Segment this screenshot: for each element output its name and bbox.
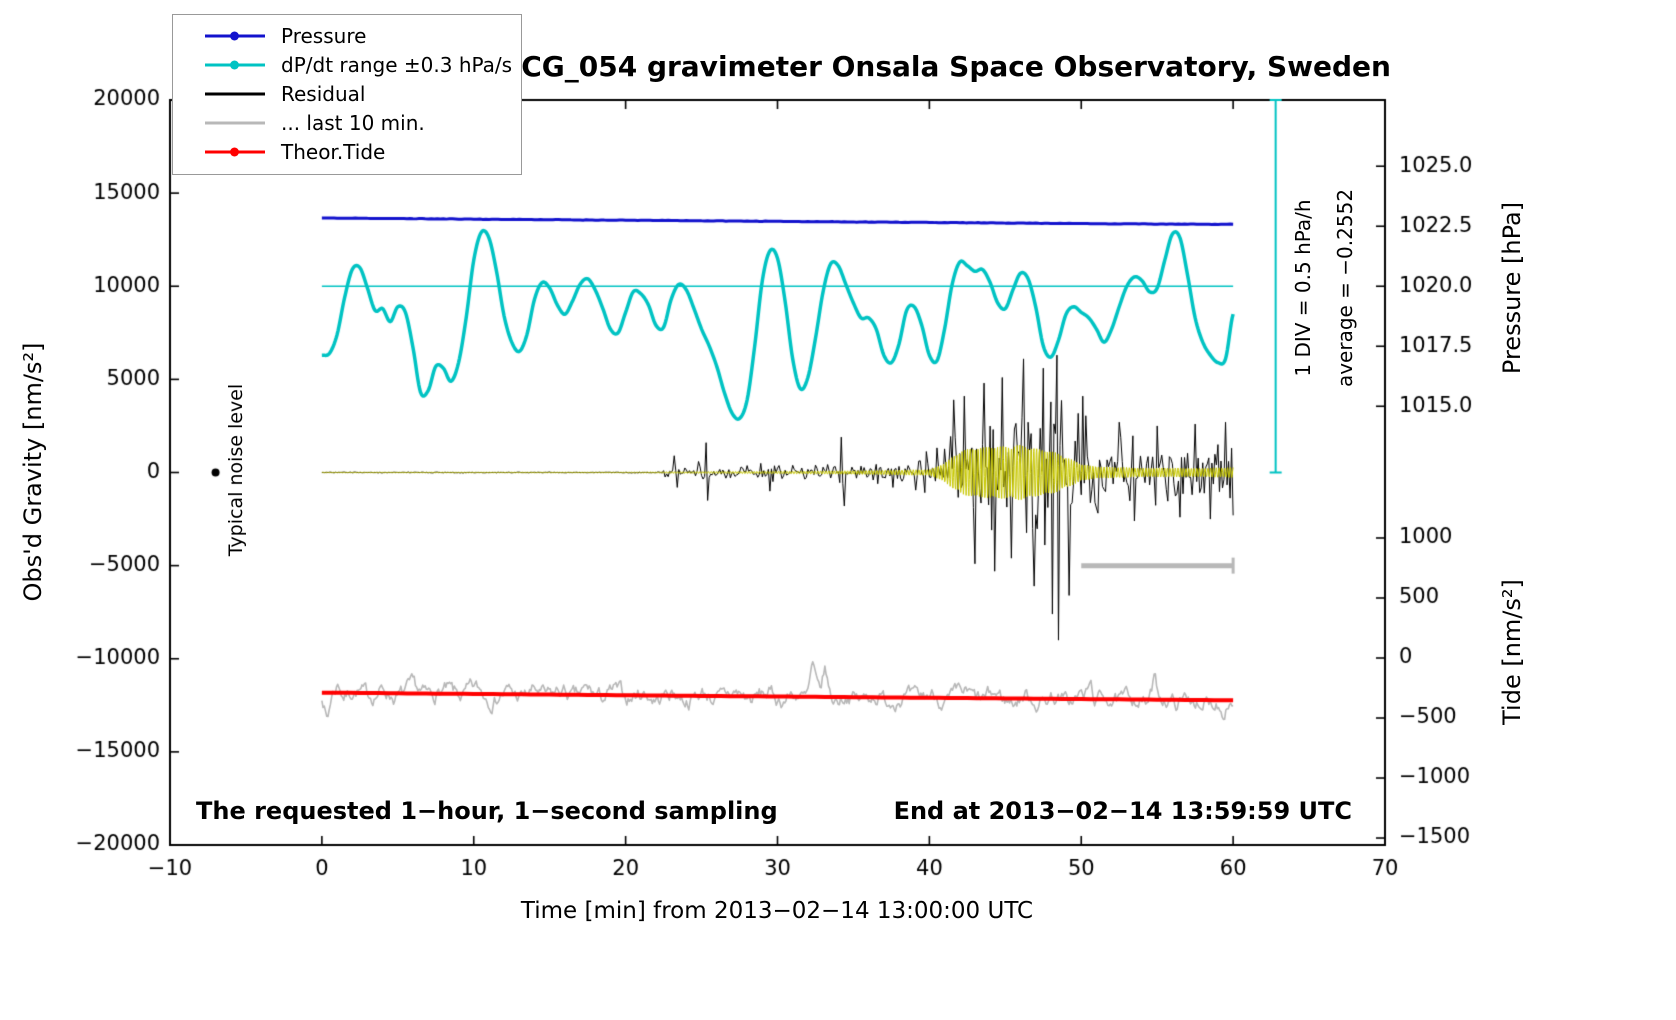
legend-label-residual: Residual — [281, 81, 366, 106]
legend-item-theortide: Theor.Tide — [173, 137, 521, 166]
pressure-line-swatch — [173, 21, 269, 50]
legend-item-last10: ... last 10 min. — [173, 108, 521, 137]
chart-legend: Pressure dP/dt range ±0.3 hPa/s Residual… — [172, 14, 522, 175]
dpdt-line-swatch — [173, 50, 269, 79]
x-axis-label: Time [min] from 2013−02−14 13:00:00 UTC — [520, 898, 1034, 924]
legend-label-dpdt: dP/dt range ±0.3 hPa/s — [281, 52, 513, 77]
legend-item-residual: Residual — [173, 79, 521, 108]
legend-item-dpdt: dP/dt range ±0.3 hPa/s — [173, 50, 521, 79]
legend-label-theortide: Theor.Tide — [281, 139, 386, 164]
legend-dot-icon — [230, 60, 239, 69]
y-axis-label-gravity: Obs'd Gravity [nm/s²] — [19, 342, 47, 602]
div-scale-annotation: 1 DIV = 0.5 hPa/h — [1291, 199, 1315, 377]
legend-dot-icon — [230, 147, 239, 156]
sampling-annotation: The requested 1−hour, 1−second sampling — [196, 797, 778, 825]
y-axis-label-tide: Tide [nm/s²] — [1498, 579, 1526, 725]
residual-line-swatch — [173, 79, 269, 108]
legend-line-icon — [205, 121, 265, 124]
legend-line-icon — [205, 92, 265, 95]
y-axis-label-pressure: Pressure [hPa] — [1498, 201, 1526, 375]
last10-line-swatch — [173, 108, 269, 137]
legend-item-pressure: Pressure — [173, 21, 521, 50]
average-annotation: average = −0.2552 — [1333, 188, 1357, 388]
chart-title: SCG_054 gravimeter Onsala Space Observat… — [501, 50, 1391, 83]
end-time-annotation: End at 2013−02−14 13:59:59 UTC — [893, 797, 1352, 825]
legend-label-pressure: Pressure — [281, 23, 367, 48]
theortide-line-swatch — [173, 137, 269, 166]
legend-dot-icon — [230, 31, 239, 40]
legend-label-last10: ... last 10 min. — [281, 110, 425, 135]
typical-noise-level-annotation: Typical noise level — [225, 383, 247, 557]
